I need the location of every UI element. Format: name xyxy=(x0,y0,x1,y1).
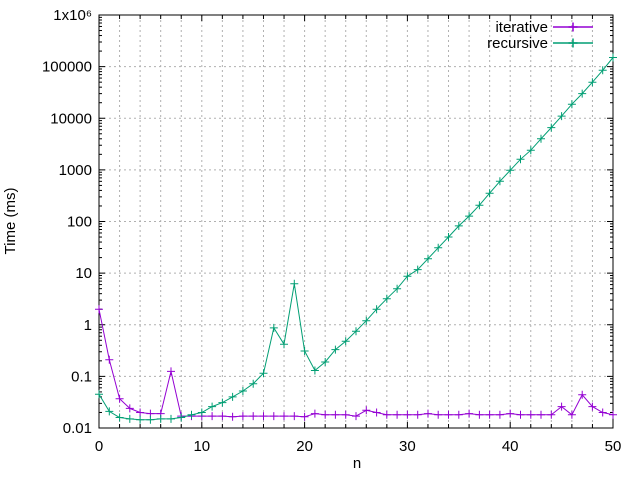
legend-label-recursive: recursive xyxy=(487,35,548,52)
y-axis-title: Time (ms) xyxy=(2,188,19,255)
y-tick-label: 10 xyxy=(75,265,92,282)
series-markers-iterative xyxy=(95,305,617,421)
legend-label-iterative: iterative xyxy=(495,19,548,36)
x-tick-label: 40 xyxy=(502,438,519,455)
x-tick-label: 30 xyxy=(399,438,416,455)
x-axis-title: n xyxy=(353,455,361,472)
legend-swatch-recursive xyxy=(553,38,593,48)
x-tick-label: 10 xyxy=(193,438,210,455)
plot-layer: 1x10⁶ 100000 10000 1000 100 10 1 0.1 0.010 10 20 30… xyxy=(42,7,621,455)
x-tick-label: 20 xyxy=(296,438,313,455)
legend: iterative recursive xyxy=(487,19,593,52)
legend-swatch-iterative xyxy=(553,22,593,32)
y-tick-label: 0.1 xyxy=(71,368,92,385)
legend-item-recursive: recursive xyxy=(487,35,593,52)
y-tick-label: 100000 xyxy=(42,59,92,76)
y-tick-label: 10000 xyxy=(50,110,92,127)
legend-item-iterative: iterative xyxy=(495,19,593,36)
x-tick-label: 0 xyxy=(95,438,103,455)
y-tick-label: 1000 xyxy=(59,162,92,179)
y-tick-label: 1 xyxy=(84,317,92,334)
y-tick-label: 100 xyxy=(67,214,92,231)
x-tick-label: 50 xyxy=(605,438,622,455)
plus-marker-icon xyxy=(568,38,578,48)
series-line-iterative xyxy=(98,309,614,418)
series-markers-recursive xyxy=(95,53,617,424)
plus-marker-icon xyxy=(568,22,578,32)
y-tick-label: 1x10⁶ xyxy=(53,7,92,24)
series-line-recursive xyxy=(98,57,614,421)
y-tick-label: 0.01 xyxy=(63,420,92,437)
